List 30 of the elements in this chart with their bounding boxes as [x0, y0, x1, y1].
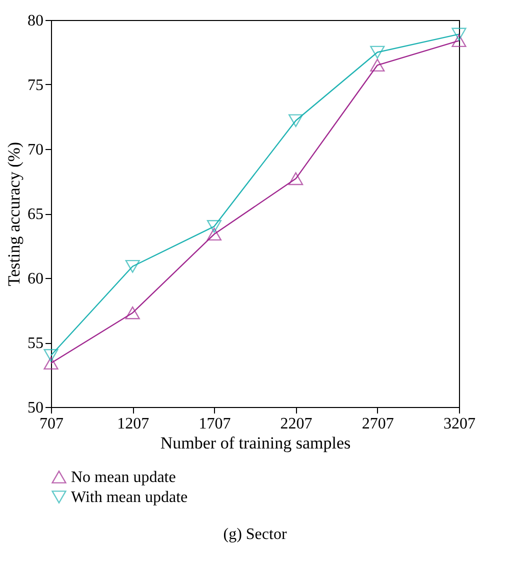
- point: [452, 28, 466, 41]
- point: [288, 172, 304, 186]
- y-tick-label: 50: [28, 400, 44, 416]
- x-tick-label: 1707: [198, 416, 231, 432]
- x-tick-label: 1207: [117, 416, 150, 432]
- x-tick-label: 2207: [280, 416, 312, 432]
- point: [44, 348, 58, 362]
- point: [452, 34, 466, 48]
- point: [206, 220, 222, 233]
- x-tick-label: 2707: [362, 416, 394, 432]
- y-tick-label: 55: [28, 335, 44, 352]
- point: [370, 46, 385, 59]
- x-tick-label: 707: [40, 416, 64, 432]
- point: [125, 306, 140, 320]
- point: [288, 114, 304, 128]
- point: [206, 228, 222, 241]
- point: [125, 260, 140, 273]
- legend-label: No mean update: [71, 469, 176, 486]
- x-axis-title: Number of training samples: [160, 434, 351, 452]
- point: [44, 356, 58, 370]
- y-tick-label: 75: [28, 77, 44, 94]
- y-tick-label: 60: [28, 270, 44, 288]
- point: [370, 58, 385, 72]
- y-tick-label: 70: [28, 142, 44, 158]
- y-axis-title: Testing accuracy (%): [4, 142, 24, 286]
- y-tick-label: 65: [28, 206, 44, 223]
- legend-label: With mean update: [71, 489, 188, 506]
- text: (g) Sector: [223, 526, 288, 543]
- x-tick-label: 3207: [444, 416, 476, 432]
- y-tick-label: 80: [28, 12, 44, 30]
